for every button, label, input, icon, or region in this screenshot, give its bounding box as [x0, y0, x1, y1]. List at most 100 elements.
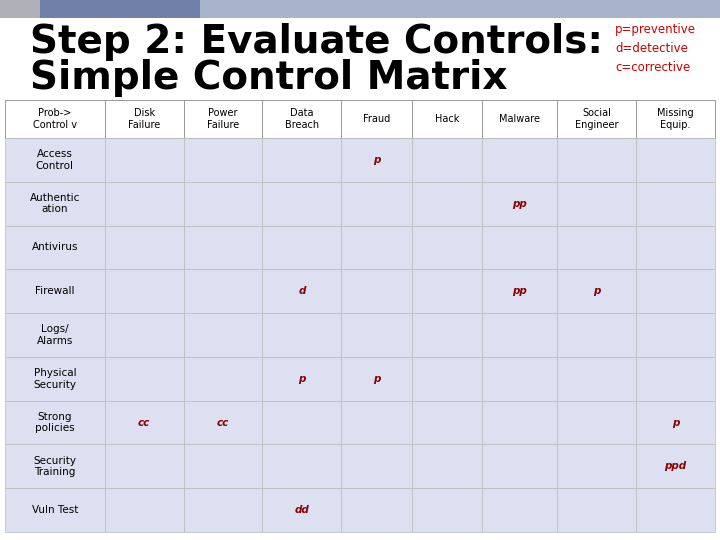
- Text: pp: pp: [513, 199, 527, 208]
- Bar: [184, 313, 262, 357]
- Bar: [104, 269, 184, 313]
- Bar: [482, 269, 557, 313]
- Bar: [636, 226, 715, 269]
- Bar: [40, 0, 200, 18]
- Bar: [200, 0, 720, 18]
- Bar: [412, 182, 482, 226]
- Bar: [636, 182, 715, 226]
- Bar: [636, 269, 715, 313]
- Bar: [482, 138, 557, 182]
- Bar: [636, 313, 715, 357]
- Bar: [0, 0, 40, 18]
- Bar: [636, 444, 715, 488]
- Bar: [184, 182, 262, 226]
- Bar: [341, 357, 412, 401]
- Bar: [104, 100, 184, 138]
- Bar: [412, 401, 482, 444]
- Text: Strong
policies: Strong policies: [35, 412, 75, 434]
- Bar: [482, 182, 557, 226]
- Bar: [262, 444, 341, 488]
- Bar: [5, 182, 104, 226]
- Bar: [5, 444, 104, 488]
- Text: Antivirus: Antivirus: [32, 242, 78, 252]
- Text: ppd: ppd: [665, 461, 687, 471]
- Bar: [104, 401, 184, 444]
- Bar: [184, 401, 262, 444]
- Bar: [5, 488, 104, 532]
- Bar: [482, 401, 557, 444]
- Bar: [341, 444, 412, 488]
- Bar: [412, 100, 482, 138]
- Text: dd: dd: [294, 505, 310, 515]
- Bar: [184, 100, 262, 138]
- Bar: [262, 313, 341, 357]
- Bar: [104, 488, 184, 532]
- Bar: [341, 313, 412, 357]
- Text: Step 2: Evaluate Controls:: Step 2: Evaluate Controls:: [30, 23, 603, 61]
- Text: p: p: [298, 374, 305, 384]
- Bar: [5, 100, 104, 138]
- Bar: [412, 488, 482, 532]
- Text: p: p: [373, 374, 380, 384]
- Text: Physical
Security: Physical Security: [33, 368, 76, 389]
- Bar: [482, 313, 557, 357]
- Bar: [557, 357, 636, 401]
- Bar: [557, 444, 636, 488]
- Bar: [636, 138, 715, 182]
- Text: cc: cc: [217, 417, 229, 428]
- Bar: [412, 138, 482, 182]
- Bar: [184, 488, 262, 532]
- Bar: [262, 488, 341, 532]
- Text: Hack: Hack: [435, 114, 459, 124]
- Bar: [341, 401, 412, 444]
- Text: pp: pp: [513, 286, 527, 296]
- Text: p: p: [672, 417, 679, 428]
- Bar: [262, 269, 341, 313]
- Text: Power
Failure: Power Failure: [207, 108, 239, 130]
- Bar: [412, 444, 482, 488]
- Bar: [412, 313, 482, 357]
- Bar: [412, 269, 482, 313]
- Text: p=preventive
d=detective
c=corrective: p=preventive d=detective c=corrective: [615, 23, 696, 74]
- Bar: [262, 182, 341, 226]
- Text: Vuln Test: Vuln Test: [32, 505, 78, 515]
- Bar: [262, 226, 341, 269]
- Text: Missing
Equip.: Missing Equip.: [657, 108, 694, 130]
- Text: Prob->
Control v: Prob-> Control v: [33, 108, 77, 130]
- Bar: [5, 269, 104, 313]
- Bar: [636, 401, 715, 444]
- Bar: [184, 226, 262, 269]
- Bar: [341, 100, 412, 138]
- Text: Access
Control: Access Control: [36, 149, 74, 171]
- Text: cc: cc: [138, 417, 150, 428]
- Bar: [5, 313, 104, 357]
- Bar: [482, 444, 557, 488]
- Bar: [104, 357, 184, 401]
- Text: Security
Training: Security Training: [33, 456, 76, 477]
- Bar: [557, 401, 636, 444]
- Bar: [557, 100, 636, 138]
- Text: p: p: [593, 286, 600, 296]
- Bar: [104, 313, 184, 357]
- Bar: [341, 488, 412, 532]
- Bar: [5, 226, 104, 269]
- Bar: [5, 138, 104, 182]
- Bar: [184, 269, 262, 313]
- Bar: [262, 100, 341, 138]
- Bar: [5, 401, 104, 444]
- Bar: [557, 182, 636, 226]
- Bar: [557, 226, 636, 269]
- Bar: [184, 444, 262, 488]
- Bar: [5, 357, 104, 401]
- Bar: [341, 182, 412, 226]
- Bar: [557, 138, 636, 182]
- Bar: [482, 226, 557, 269]
- Bar: [412, 357, 482, 401]
- Bar: [262, 401, 341, 444]
- Bar: [341, 138, 412, 182]
- Text: Social
Engineer: Social Engineer: [575, 108, 618, 130]
- Bar: [412, 226, 482, 269]
- Bar: [104, 226, 184, 269]
- Text: Disk
Failure: Disk Failure: [128, 108, 161, 130]
- Bar: [341, 226, 412, 269]
